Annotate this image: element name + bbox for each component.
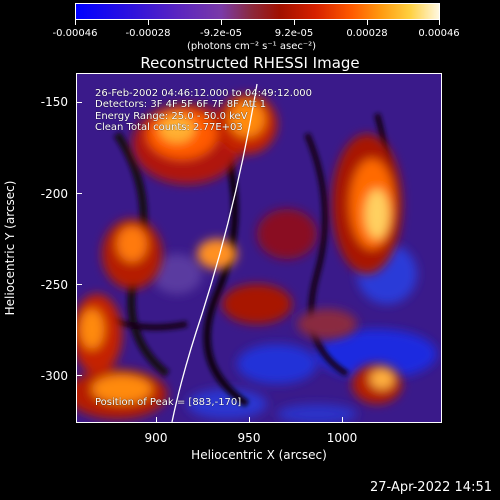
- time-range-text: 26-Feb-2002 04:46:12.000 to 04:49:12.000: [95, 88, 313, 99]
- y-axis-label-text: Heliocentric Y (arcsec): [3, 180, 17, 316]
- colorbar-label-2: -9.2e-05: [200, 28, 242, 39]
- y-tick: [76, 193, 82, 194]
- image-title: Reconstructed RHESSI Image: [140, 54, 360, 72]
- colorbar-label-3: 9.2e-05: [274, 28, 314, 39]
- y-tick-label: -300: [40, 369, 68, 383]
- colorbar-unit: (photons cm⁻² s⁻¹ asec⁻²): [187, 41, 317, 52]
- y-tick-label: -150: [40, 95, 68, 109]
- y-tick-label: -250: [40, 278, 68, 292]
- colorbar-label-5: 0.00046: [418, 28, 460, 39]
- colorbar-tick: [439, 20, 440, 25]
- energy-range-text: Energy Range: 25.0 - 50.0 keV: [95, 111, 248, 122]
- x-axis-label: Heliocentric X (arcsec): [191, 448, 327, 462]
- colorbar-label-1: -0.00028: [125, 28, 171, 39]
- solar-limb: [171, 83, 258, 422]
- y-tick-label: -200: [40, 187, 68, 201]
- x-tick: [249, 417, 250, 423]
- colorbar-tick: [221, 20, 222, 25]
- generation-date: 27-Apr-2022 14:51: [370, 480, 492, 495]
- y-tick: [76, 102, 82, 103]
- x-tick-label: 900: [144, 431, 168, 445]
- colorbar: [75, 3, 440, 20]
- x-tick: [342, 417, 343, 423]
- colorbar-tick: [75, 20, 76, 25]
- colorbar-tick: [148, 20, 149, 25]
- colorbar-tick: [294, 20, 295, 25]
- x-tick: [156, 417, 157, 423]
- peak-position-text: Position of Peak = [883,-170]: [95, 397, 242, 408]
- x-tick-label: 1000: [326, 431, 358, 445]
- colorbar-label-0: -0.00046: [52, 28, 98, 39]
- clean-counts-text: Clean Total counts: 2.77E+03: [95, 122, 243, 133]
- colorbar-tick: [367, 20, 368, 25]
- x-tick-label: 950: [237, 431, 261, 445]
- image-canvas: [77, 74, 441, 422]
- colorbar-label-4: 0.00028: [346, 28, 388, 39]
- emission-regions: [77, 94, 402, 419]
- y-tick: [76, 375, 82, 376]
- rhessi-image: [76, 73, 442, 423]
- y-tick: [76, 284, 82, 285]
- detectors-text: Detectors: 3F 4F 5F 6F 7F 8F Att 1: [95, 99, 267, 110]
